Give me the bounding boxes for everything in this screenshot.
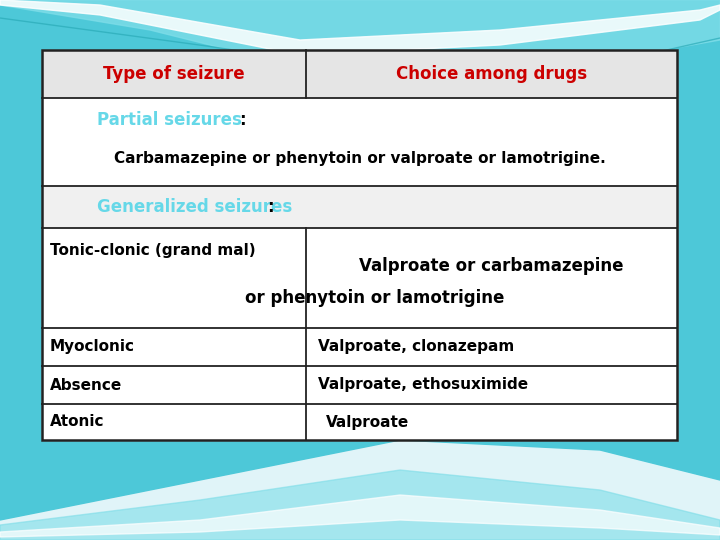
Text: :: : [267, 198, 274, 216]
Bar [42, 328, 677, 366]
Text: Partial seizures: Partial seizures [97, 111, 242, 129]
Text: Valproate, clonazepam: Valproate, clonazepam [318, 340, 514, 354]
Text: Absence: Absence [50, 377, 122, 393]
Text: :: : [239, 111, 246, 129]
Text: Valproate, ethosuximide: Valproate, ethosuximide [318, 377, 528, 393]
Text: Type of seizure: Type of seizure [103, 65, 245, 83]
Polygon shape [0, 0, 720, 80]
Bar [42, 50, 677, 440]
Text: Generalized seizures: Generalized seizures [97, 198, 292, 216]
Bar [42, 366, 677, 404]
Bar [42, 98, 677, 186]
Bar [42, 404, 677, 440]
Text: Carbamazepine or phenytoin or valproate or lamotrigine.: Carbamazepine or phenytoin or valproate … [114, 151, 606, 165]
Polygon shape [0, 495, 720, 537]
Polygon shape [0, 0, 720, 520]
Bar [42, 50, 677, 98]
Bar [42, 186, 677, 228]
Text: Valproate: Valproate [325, 415, 409, 429]
Polygon shape [0, 470, 720, 540]
Bar [42, 228, 677, 328]
Polygon shape [0, 0, 720, 55]
Text: Valproate or carbamazepine: Valproate or carbamazepine [359, 257, 624, 275]
Text: Atonic: Atonic [50, 415, 104, 429]
Text: Tonic-clonic (grand mal): Tonic-clonic (grand mal) [50, 242, 256, 258]
Text: Myoclonic: Myoclonic [50, 340, 135, 354]
Bar [42, 50, 677, 440]
Text: or phenytoin or lamotrigine: or phenytoin or lamotrigine [245, 289, 504, 307]
Text: Choice among drugs: Choice among drugs [396, 65, 587, 83]
